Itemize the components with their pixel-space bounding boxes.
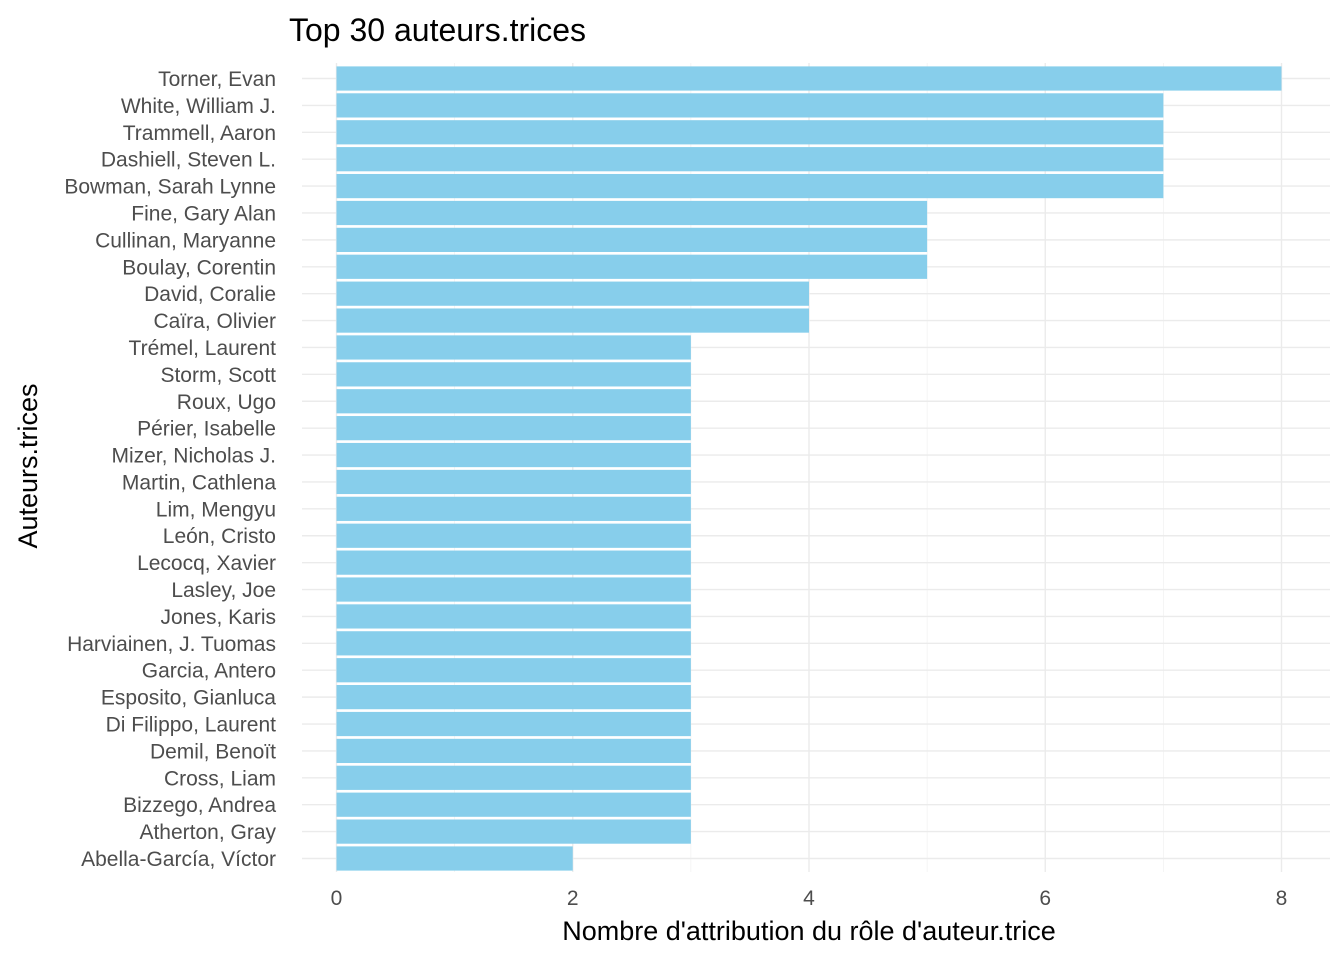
- y-tick-label: Dashiell, Steven L.: [101, 149, 276, 172]
- bar: [336, 227, 928, 252]
- bar: [336, 792, 691, 817]
- y-axis-title: Auteurs.trices: [13, 383, 43, 548]
- y-tick-label: Cullinan, Maryanne: [95, 229, 276, 252]
- bar: [336, 335, 691, 360]
- bar: [336, 496, 691, 521]
- y-tick-label: Storm, Scott: [160, 364, 276, 387]
- y-tick-label: Garcia, Antero: [142, 660, 276, 683]
- bar: [336, 577, 691, 602]
- x-tick-label: 2: [567, 887, 579, 910]
- y-tick-label: León, Cristo: [163, 525, 276, 548]
- y-tick-label: Bizzego, Andrea: [123, 794, 276, 817]
- bar: [336, 200, 928, 226]
- bar: [336, 389, 691, 414]
- y-tick-label: Périer, Isabelle: [137, 418, 276, 441]
- y-tick-label: Esposito, Gianluca: [101, 687, 276, 710]
- y-tick-label: Trammell, Aaron: [123, 122, 276, 145]
- bar: [336, 93, 1164, 118]
- bar: [336, 416, 691, 441]
- bar: [336, 66, 1282, 91]
- y-tick-label: White, William J.: [121, 95, 276, 118]
- y-tick-label: Fine, Gary Alan: [131, 202, 276, 225]
- bar: [336, 604, 691, 629]
- bars: [336, 66, 1282, 871]
- x-tick-labels: 0 2 4 6 8: [331, 887, 1288, 910]
- y-tick-label: Demil, Benoït: [150, 740, 276, 763]
- chart-title: Top 30 auteurs.trices: [289, 12, 586, 48]
- y-tick-label: Lasley, Joe: [171, 579, 276, 602]
- y-tick-label: Lecocq, Xavier: [137, 552, 276, 575]
- y-tick-label: Abella-García, Víctor: [81, 848, 276, 871]
- y-tick-label: Trémel, Laurent: [129, 337, 277, 360]
- y-tick-label: Harviainen, J. Tuomas: [67, 633, 276, 656]
- bar: [336, 550, 691, 575]
- bar: [336, 631, 691, 656]
- y-tick-label: David, Coralie: [144, 283, 276, 306]
- bar: [336, 738, 691, 764]
- y-tick-label: Roux, Ugo: [177, 391, 276, 414]
- bar: [336, 469, 691, 495]
- bar: [336, 846, 573, 871]
- bar: [336, 658, 691, 683]
- bar: [336, 819, 691, 844]
- bar: [336, 281, 809, 306]
- y-tick-labels: Torner, Evan White, William J. Trammell, A…: [64, 68, 276, 871]
- bar: [336, 362, 691, 387]
- bar: [336, 147, 1164, 172]
- bar: [336, 685, 691, 710]
- bar: [336, 442, 691, 468]
- bar: [336, 711, 691, 737]
- y-tick-label: Lim, Mengyu: [156, 498, 276, 521]
- y-tick-label: Bowman, Sarah Lynne: [64, 176, 276, 199]
- x-tick-label: 0: [331, 887, 343, 910]
- x-tick-label: 8: [1276, 887, 1288, 910]
- x-tick-label: 6: [1039, 887, 1051, 910]
- y-tick-label: Torner, Evan: [158, 68, 276, 91]
- bar: [336, 765, 691, 790]
- bar: [336, 308, 809, 333]
- y-tick-label: Di Filippo, Laurent: [106, 714, 277, 737]
- y-tick-label: Martin, Cathlena: [122, 471, 276, 494]
- bar: [336, 173, 1164, 199]
- y-tick-label: Atherton, Gray: [139, 821, 276, 844]
- bar: [336, 254, 928, 279]
- bar: [336, 523, 691, 548]
- y-tick-label: Caïra, Olivier: [153, 310, 276, 333]
- y-tick-label: Jones, Karis: [160, 606, 276, 629]
- y-tick-label: Cross, Liam: [164, 767, 276, 790]
- x-tick-label: 4: [803, 887, 815, 910]
- y-tick-label: Boulay, Corentin: [122, 256, 276, 279]
- x-axis-title: Nombre d'attribution du rôle d'auteur.tr…: [562, 916, 1056, 946]
- y-tick-label: Mizer, Nicholas J.: [111, 445, 276, 468]
- bar: [336, 120, 1164, 145]
